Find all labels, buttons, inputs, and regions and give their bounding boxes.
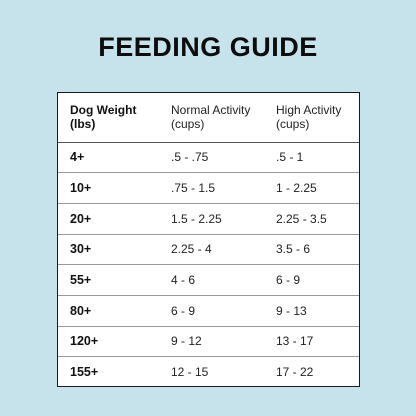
cell-normal: 4 - 6 <box>171 273 196 288</box>
table-row: 155+ 12 - 15 17 - 22 <box>58 356 359 388</box>
table-row: 30+ 2.25 - 4 3.5 - 6 <box>58 234 359 265</box>
cell-high: 6 - 9 <box>276 273 301 288</box>
cell-high: .5 - 1 <box>276 150 304 165</box>
table-row: 10+ .75 - 1.5 1 - 2.25 <box>58 172 359 204</box>
header-normal-activity: Normal Activity (cups) <box>171 93 276 142</box>
cell-weight: 30+ <box>70 242 92 257</box>
cell-normal: 2.25 - 4 <box>171 242 212 257</box>
header-normal-activity-line1: Normal Activity <box>171 103 251 118</box>
table-row: 4+ .5 - .75 .5 - 1 <box>58 142 359 173</box>
cell-high: 3.5 - 6 <box>276 242 311 257</box>
cell-high: 2.25 - 3.5 <box>276 211 327 226</box>
header-high-activity-line1: High Activity <box>276 103 342 118</box>
cell-normal: .5 - .75 <box>171 150 209 165</box>
cell-weight: 55+ <box>70 273 92 288</box>
table-row: 80+ 6 - 9 9 - 13 <box>58 295 359 326</box>
cell-weight: 10+ <box>70 181 92 196</box>
cell-high: 17 - 22 <box>276 365 314 380</box>
cell-weight: 20+ <box>70 211 92 226</box>
cell-weight: 155+ <box>70 365 99 380</box>
cell-high: 13 - 17 <box>276 334 314 349</box>
cell-weight: 120+ <box>70 334 99 349</box>
header-dog-weight-line1: Dog Weight <box>70 103 137 118</box>
cell-normal: 1.5 - 2.25 <box>171 211 222 226</box>
cell-normal: 9 - 12 <box>171 334 202 349</box>
cell-normal: 12 - 15 <box>171 365 209 380</box>
cell-normal: 6 - 9 <box>171 303 196 318</box>
header-high-activity: High Activity (cups) <box>276 93 359 142</box>
table-row: 55+ 4 - 6 6 - 9 <box>58 264 359 296</box>
header-dog-weight: Dog Weight (lbs) <box>58 93 171 142</box>
cell-normal: .75 - 1.5 <box>171 181 216 196</box>
table-row: 120+ 9 - 12 13 - 17 <box>58 326 359 357</box>
cell-weight: 80+ <box>70 303 92 318</box>
feeding-table: Dog Weight (lbs) Normal Activity (cups) … <box>58 93 359 388</box>
table-header-row: Dog Weight (lbs) Normal Activity (cups) … <box>58 93 359 142</box>
cell-high: 9 - 13 <box>276 303 307 318</box>
table-row: 20+ 1.5 - 2.25 2.25 - 3.5 <box>58 203 359 234</box>
cell-weight: 4+ <box>70 150 85 165</box>
header-dog-weight-line2: (lbs) <box>70 117 96 132</box>
cell-high: 1 - 2.25 <box>276 181 317 196</box>
feeding-table-card: Dog Weight (lbs) Normal Activity (cups) … <box>57 92 360 387</box>
header-normal-activity-line2: (cups) <box>171 117 205 132</box>
header-high-activity-line2: (cups) <box>276 117 310 132</box>
page-title: FEEDING GUIDE <box>98 32 318 62</box>
